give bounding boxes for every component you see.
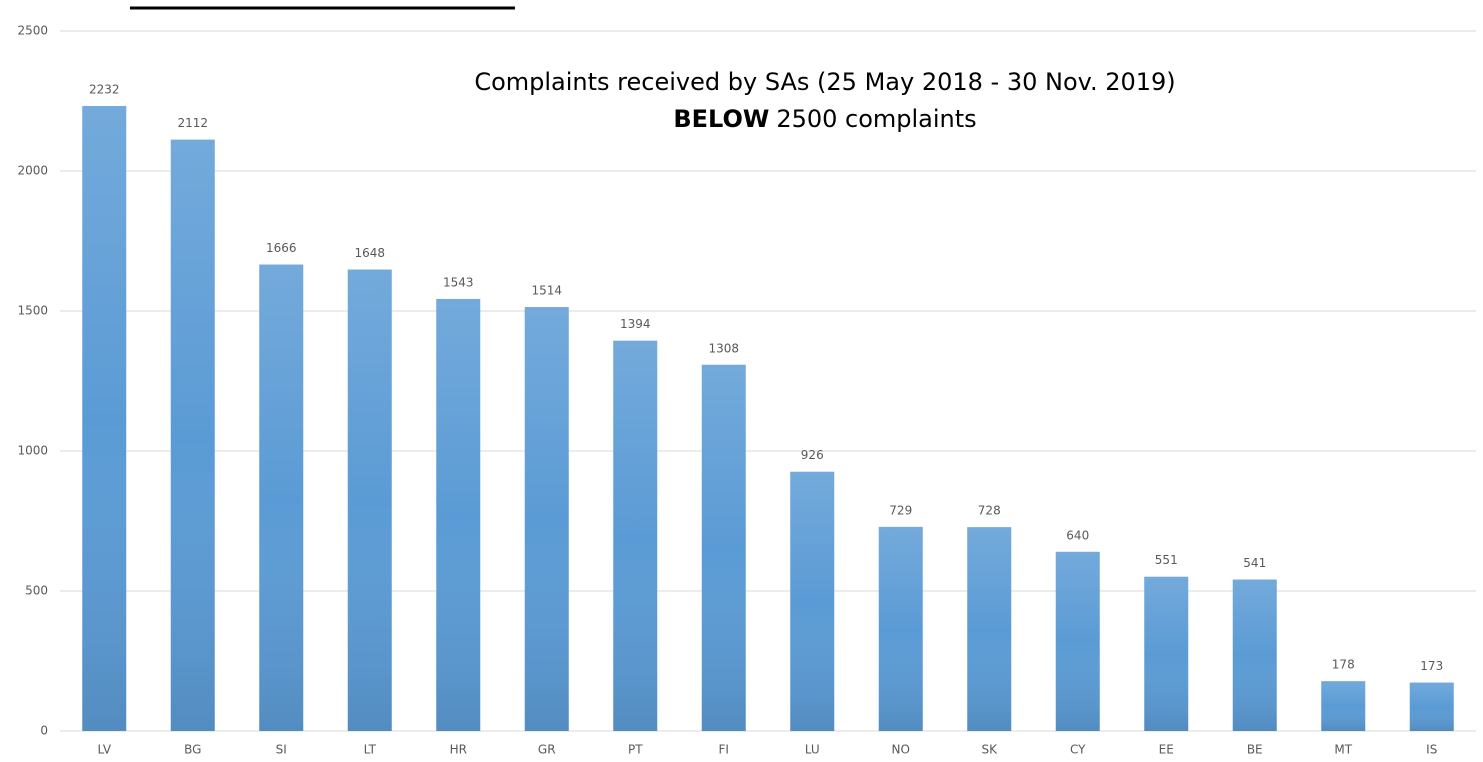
x-tick-label: HR <box>450 743 467 757</box>
data-label: 1514 <box>531 284 562 298</box>
y-tick-label: 2500 <box>17 24 48 38</box>
y-tick-label: 2000 <box>17 164 48 178</box>
bar-shade <box>1144 576 1189 731</box>
subtitle-rest: 2500 complaints <box>776 105 976 133</box>
y-tick-label: 500 <box>25 584 48 598</box>
data-label: 2232 <box>89 83 120 97</box>
bar-shade <box>967 527 1012 731</box>
data-label: 541 <box>1243 556 1266 570</box>
x-tick-label: MT <box>1334 743 1352 757</box>
x-tick-label: LV <box>97 743 111 757</box>
bar-shade <box>259 264 304 731</box>
bar-shade <box>701 364 746 731</box>
subtitle-bold: BELOW <box>673 105 769 133</box>
bar-shade <box>436 298 481 731</box>
data-label: 2112 <box>177 116 208 130</box>
bar-shade <box>1321 681 1366 731</box>
data-label: 551 <box>1155 553 1178 567</box>
data-label: 926 <box>801 448 824 462</box>
x-tick-label: BE <box>1247 743 1263 757</box>
x-tick-label: LT <box>364 743 377 757</box>
data-label: 640 <box>1066 528 1089 542</box>
bar-shade <box>82 106 127 732</box>
chart-subtitle: BELOW 2500 complaints <box>673 105 976 133</box>
x-tick-label: EE <box>1159 743 1174 757</box>
bar-shade <box>878 526 923 731</box>
y-tick-label: 1000 <box>17 444 48 458</box>
x-tick-label: GR <box>538 743 556 757</box>
x-tick-label: IS <box>1426 743 1437 757</box>
bar-shade <box>613 340 658 731</box>
bar-shade <box>170 139 215 731</box>
y-tick-label: 0 <box>40 724 48 738</box>
bar-shade <box>524 307 569 731</box>
data-label: 1666 <box>266 241 297 255</box>
bar-shade <box>790 471 835 731</box>
x-tick-label: BG <box>184 743 201 757</box>
x-tick-label: LU <box>805 743 820 757</box>
data-label: 1648 <box>354 246 385 260</box>
plot-area: 0 500 1000 1500 2000 2500 LV 2232 BG 2112 SI 1666 LT… <box>17 24 1476 757</box>
bar-shade <box>1232 579 1277 731</box>
data-label: 178 <box>1332 658 1355 672</box>
data-label: 1394 <box>620 317 651 331</box>
x-tick-label: SK <box>982 743 999 757</box>
bar-shade <box>1055 551 1100 731</box>
chart-title: Complaints received by SAs (25 May 2018 … <box>474 68 1175 96</box>
data-label: 1308 <box>708 341 739 355</box>
data-label: 173 <box>1420 659 1443 673</box>
bar-shade <box>1409 682 1454 731</box>
y-tick-label: 1500 <box>17 304 48 318</box>
x-tick-label: NO <box>892 743 910 757</box>
x-tick-label: CY <box>1070 743 1086 757</box>
data-label: 729 <box>889 503 912 517</box>
data-label: 728 <box>978 504 1001 518</box>
data-label: 1543 <box>443 275 474 289</box>
x-tick-label: PT <box>628 743 643 757</box>
x-tick-label: SI <box>276 743 287 757</box>
x-tick-label: FI <box>719 743 729 757</box>
bar-shade <box>347 269 392 731</box>
